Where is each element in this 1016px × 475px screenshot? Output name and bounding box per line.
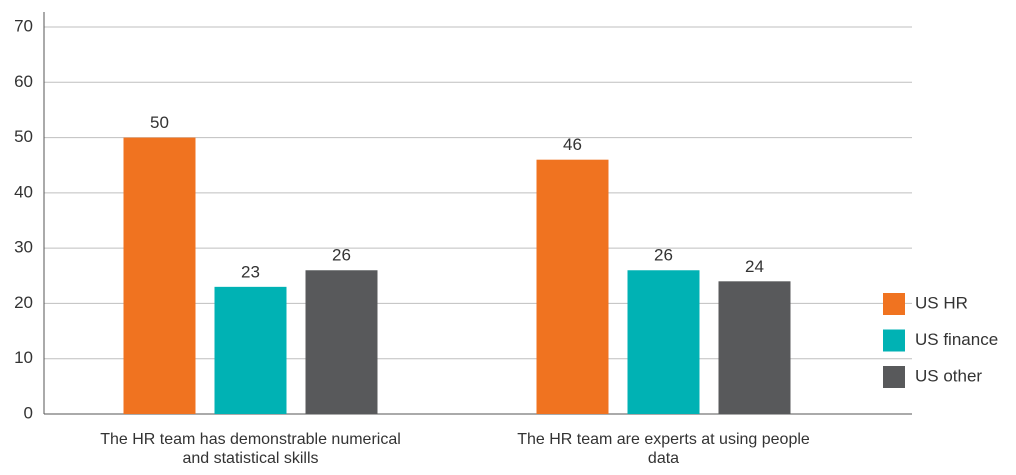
data-label: 24 [745,257,764,276]
legend-swatch [883,329,905,352]
legend-swatch [883,366,905,388]
y-tick-label: 20 [14,293,33,312]
data-label: 50 [150,113,169,132]
bar [305,270,378,414]
data-label: 46 [563,135,582,154]
bar [214,286,287,414]
y-tick-label: 40 [14,182,33,201]
bar [718,281,791,414]
y-tick-label: 60 [14,72,33,91]
y-tick-label: 50 [14,127,33,146]
data-label: 26 [654,246,673,265]
bar [627,270,700,414]
legend-swatch [883,293,905,315]
y-tick-label: 30 [14,238,33,257]
data-label: 23 [241,262,260,281]
data-label: 26 [332,246,351,265]
y-tick-label: 70 [14,16,33,35]
x-tick-label: The HR team are experts at using people … [517,431,810,467]
y-tick-label: 10 [14,348,33,367]
x-tick-label: The HR team has demonstrable numerical a… [100,431,401,467]
bar [123,137,196,415]
y-tick-label: 0 [24,403,33,422]
legend-label: US HR [915,293,968,312]
legend-label: US other [915,366,982,385]
bar [536,159,609,414]
legend-label: US finance [915,330,998,349]
